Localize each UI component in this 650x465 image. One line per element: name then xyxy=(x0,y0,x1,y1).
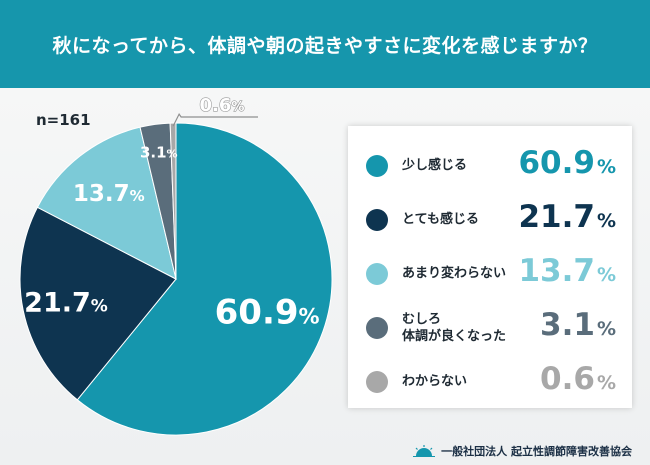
slice-label-little: 60.9% xyxy=(215,293,320,333)
legend-item-very: とても感じる 21.7% xyxy=(348,194,632,246)
legend-value-unit: % xyxy=(596,210,616,232)
legend-swatch xyxy=(366,371,388,393)
legend-value-number: 60.9 xyxy=(518,145,595,181)
legend-label: 少し感じる xyxy=(402,157,467,174)
legend-label-line: むしろ xyxy=(402,312,442,327)
legend-swatch xyxy=(366,317,388,339)
slice-label-unchanged: 13.7% xyxy=(73,181,145,207)
rising-sun-icon xyxy=(413,445,436,457)
footer-credit: 一般社団法人 起立性調節障害改善協会 xyxy=(413,443,632,459)
legend-value-unit: % xyxy=(596,264,616,286)
title-banner: 秋になってから、体調や朝の起きやすさに変化を感じますか？ xyxy=(0,0,650,88)
pie-slice-very xyxy=(19,206,177,401)
chart-title: 秋になってから、体調や朝の起きやすさに変化を感じますか？ xyxy=(52,34,598,57)
legend-value-number: 3.1 xyxy=(540,307,595,343)
sample-size: n=161 xyxy=(36,111,91,129)
legend-value: 0.6% xyxy=(540,361,616,397)
legend-value-number: 21.7 xyxy=(518,199,595,235)
legend-value-unit: % xyxy=(596,372,616,394)
callout-leader-line xyxy=(172,112,258,127)
legend-value-unit: % xyxy=(596,156,616,178)
legend-label: むしろ体調が良くなった xyxy=(402,311,506,345)
legend-swatch xyxy=(366,209,388,231)
legend-label-line: とても感じる xyxy=(402,212,479,227)
legend-item-unchanged: あまり変わらない 13.7% xyxy=(348,248,632,300)
legend-swatch xyxy=(366,155,388,177)
legend-item-better: むしろ体調が良くなった 3.1% xyxy=(348,302,632,354)
pie-slice-little xyxy=(76,122,333,436)
legend-label: あまり変わらない xyxy=(402,265,506,282)
pie-slice-unknown xyxy=(169,122,177,280)
legend-value: 60.9% xyxy=(518,145,616,181)
slice-label-unknown: 0.6% xyxy=(200,95,245,116)
slice-label-better: 3.1% xyxy=(140,144,178,162)
legend-swatch xyxy=(366,263,388,285)
legend-label-line: 体調が良くなった xyxy=(402,329,507,344)
slice-label-very: 21.7% xyxy=(24,287,108,318)
legend-item-unknown: わからない 0.6% xyxy=(348,356,632,408)
organization-name: 一般社団法人 起立性調節障害改善協会 xyxy=(441,445,632,458)
legend-value: 21.7% xyxy=(518,199,616,235)
legend-value-unit: % xyxy=(596,318,616,340)
legend-label: とても感じる xyxy=(402,211,479,228)
legend-label-line: 少し感じる xyxy=(402,158,468,173)
pie-slice-unchanged xyxy=(36,126,177,280)
legend-value-number: 13.7 xyxy=(518,253,595,289)
legend-label-line: わからない xyxy=(402,374,468,389)
legend-label-line: あまり変わらない xyxy=(402,266,507,281)
legend-value-number: 0.6 xyxy=(540,361,595,397)
legend-panel: 少し感じる 60.9% とても感じる 21.7% あまり変わらない 13.7% むしろ 体調が… xyxy=(348,126,632,408)
legend-label: わからない xyxy=(402,373,467,390)
legend-item-little: 少し感じる 60.9% xyxy=(348,140,632,192)
legend-value: 3.1% xyxy=(540,307,616,343)
legend-value: 13.7% xyxy=(518,253,616,289)
